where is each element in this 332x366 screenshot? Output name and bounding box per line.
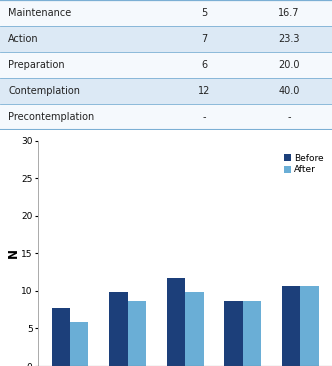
Bar: [167, 278, 185, 366]
Text: -: -: [287, 112, 290, 122]
Text: 16.7: 16.7: [278, 8, 299, 18]
Bar: [243, 302, 261, 366]
Bar: [0, 104, 332, 130]
Text: 23.3: 23.3: [278, 34, 299, 44]
Bar: [282, 286, 300, 366]
Text: 5: 5: [201, 8, 207, 18]
Text: Maintenance: Maintenance: [8, 8, 72, 18]
Text: Preparation: Preparation: [8, 60, 65, 70]
Y-axis label: N: N: [7, 249, 20, 258]
Bar: [0, 78, 332, 104]
Bar: [51, 308, 70, 366]
Bar: [70, 322, 88, 366]
Text: 40.0: 40.0: [278, 86, 299, 96]
Legend: Before, After: Before, After: [281, 150, 327, 178]
Text: -: -: [203, 112, 206, 122]
Bar: [0, 26, 332, 52]
Text: 6: 6: [201, 60, 207, 70]
Bar: [300, 286, 319, 366]
Bar: [0, 0, 332, 26]
Text: Contemplation: Contemplation: [8, 86, 80, 96]
Text: Action: Action: [8, 34, 39, 44]
Bar: [185, 292, 204, 366]
Bar: [224, 302, 243, 366]
Text: Precontemplation: Precontemplation: [8, 112, 95, 122]
Text: 7: 7: [201, 34, 207, 44]
Text: 20.0: 20.0: [278, 60, 299, 70]
Text: 12: 12: [198, 86, 210, 96]
Bar: [109, 292, 127, 366]
Bar: [127, 302, 146, 366]
Bar: [0, 52, 332, 78]
